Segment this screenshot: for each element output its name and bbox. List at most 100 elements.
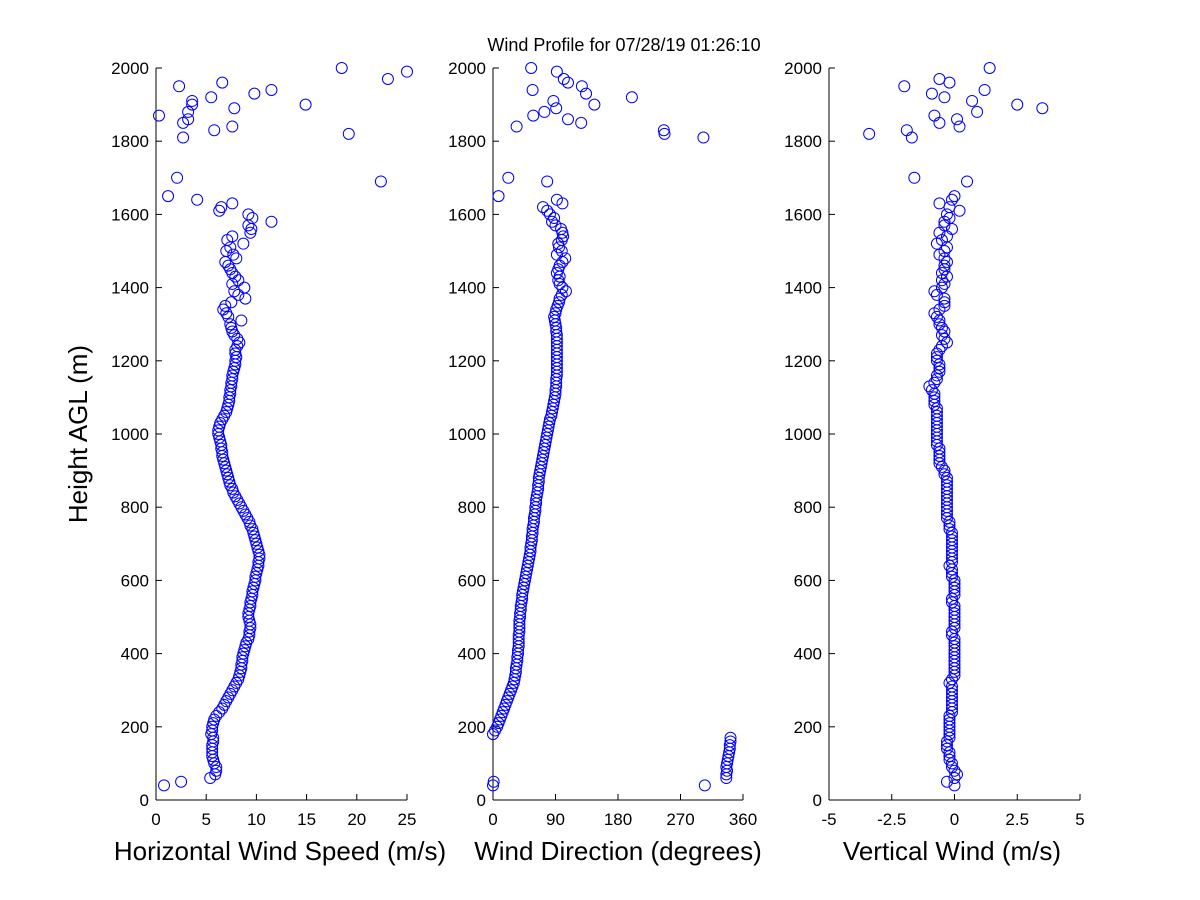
data-point — [948, 607, 961, 620]
x-tick-label: 25 — [398, 810, 417, 829]
y-tick-label: 600 — [121, 571, 149, 590]
data-point — [191, 193, 204, 206]
y-tick-label: 2000 — [448, 59, 486, 78]
data-point — [948, 772, 961, 785]
data-point — [943, 750, 956, 763]
data-point — [928, 109, 941, 122]
data-point — [945, 761, 958, 774]
x-tick-label: 5 — [201, 810, 210, 829]
data-point — [541, 204, 554, 217]
data-point — [930, 373, 943, 386]
x-tick-label: 0 — [151, 810, 160, 829]
data-point — [222, 259, 235, 272]
data-point — [940, 775, 953, 788]
data-point — [247, 581, 260, 594]
data-point — [562, 113, 574, 126]
x-tick-label: 15 — [297, 810, 316, 829]
data-point — [940, 739, 953, 752]
data-point — [940, 255, 953, 268]
data-point — [945, 223, 958, 236]
chart-title: Wind Profile for 07/28/19 01:26:10 — [487, 35, 760, 55]
data-point — [526, 83, 539, 96]
data-point — [943, 515, 956, 528]
y-tick-label: 1800 — [111, 132, 149, 151]
data-point — [943, 746, 956, 759]
y-tick-label: 1200 — [111, 352, 149, 371]
data-point — [158, 779, 171, 792]
data-point — [542, 420, 555, 433]
data-point — [226, 120, 239, 133]
data-point — [220, 464, 233, 477]
data-point — [214, 435, 227, 448]
data-point — [207, 717, 220, 730]
data-point — [537, 201, 549, 214]
data-point — [930, 409, 943, 422]
y-tick-label: 0 — [140, 791, 149, 810]
data-point — [552, 241, 565, 254]
data-point — [945, 570, 958, 583]
data-point — [961, 175, 974, 188]
x-axis-label: Horizontal Wind Speed (m/s) — [114, 836, 446, 866]
data-point — [510, 120, 523, 133]
data-point — [898, 80, 911, 93]
y-tick-label: 2000 — [784, 59, 822, 78]
data-point — [229, 270, 242, 283]
x-tick-label: 10 — [247, 810, 266, 829]
y-tick-label: 200 — [458, 718, 486, 737]
y-tick-label: 1600 — [111, 205, 149, 224]
data-point — [933, 358, 946, 371]
data-point — [556, 281, 569, 294]
data-point — [945, 193, 958, 206]
data-point — [265, 83, 278, 96]
y-tick-label: 0 — [813, 791, 822, 810]
y-tick-label: 400 — [458, 645, 486, 664]
data-point — [943, 201, 956, 214]
y-tick-label: 800 — [458, 498, 486, 517]
panel-vertical-wind: 0 200 400 600 800 1000 1200 1400 1600 1800 2000 -5 -… — [784, 59, 1085, 866]
data-point — [935, 281, 948, 294]
data-point — [525, 62, 538, 74]
data-point — [227, 248, 240, 261]
data-point — [933, 197, 946, 210]
data-point — [928, 376, 941, 389]
data-point — [953, 120, 966, 133]
data-point — [218, 457, 231, 470]
data-point — [555, 245, 568, 257]
data-point — [900, 124, 913, 137]
y-tick-label: 2000 — [111, 59, 149, 78]
data-point — [226, 230, 239, 243]
data-point — [550, 193, 563, 206]
data-point — [248, 530, 261, 543]
data-point — [945, 680, 958, 693]
data-point — [342, 127, 355, 140]
data-point — [940, 742, 953, 755]
data-point — [487, 779, 499, 792]
y-tick-label: 1200 — [448, 352, 486, 371]
data-point — [559, 285, 572, 298]
data-point — [938, 299, 951, 312]
data-point — [945, 757, 958, 770]
data-point — [224, 318, 237, 331]
data-point — [208, 757, 221, 770]
data-point — [928, 395, 941, 408]
panel-wind-direction: 0 200 400 600 800 1000 1200 1400 1600 1800 2000 0 90… — [448, 59, 762, 866]
data-point — [250, 537, 263, 550]
data-point — [925, 87, 938, 100]
data-point — [930, 354, 943, 367]
x-tick-label: 270 — [666, 810, 694, 829]
data-point — [930, 402, 943, 415]
data-point — [943, 713, 956, 726]
data-point — [938, 468, 951, 481]
data-point — [1036, 102, 1049, 115]
data-point — [905, 131, 918, 144]
x-axis-label: Vertical Wind (m/s) — [843, 836, 1061, 866]
data-point — [231, 332, 244, 345]
data-point — [226, 325, 239, 338]
x-tick-label: 20 — [347, 810, 366, 829]
data-point — [698, 779, 711, 792]
y-tick-label: 200 — [794, 718, 822, 737]
data-point — [242, 208, 255, 221]
data-point — [943, 76, 956, 89]
data-point — [213, 420, 226, 433]
